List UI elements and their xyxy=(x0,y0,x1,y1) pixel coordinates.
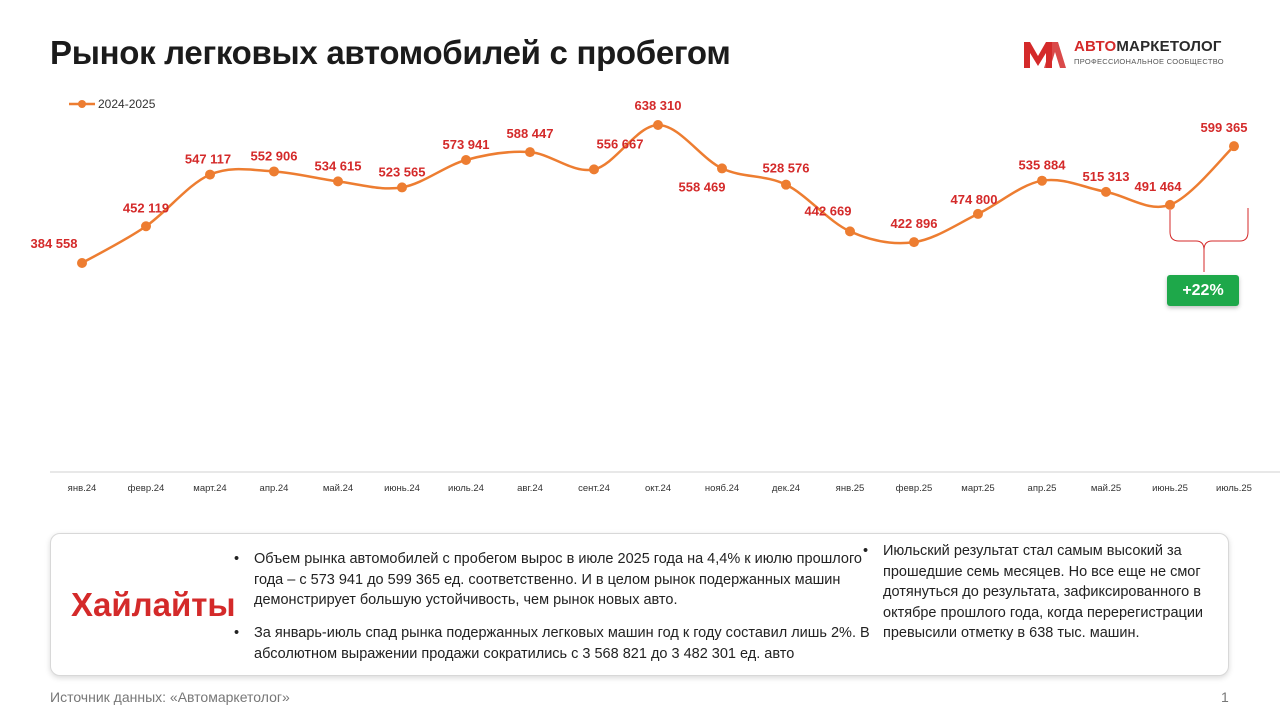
data-point xyxy=(397,182,407,193)
x-tick-label: июнь.25 xyxy=(1152,483,1188,494)
x-tick-label: сент.24 xyxy=(578,483,610,494)
x-tick-label: май.24 xyxy=(323,483,353,494)
data-point xyxy=(525,147,535,158)
data-point xyxy=(141,221,151,232)
data-point xyxy=(1229,141,1239,152)
logo-name: АВТОМАРКЕТОЛОГ xyxy=(1074,38,1222,55)
highlight-text: За январь-июль спад рынка подержанных ле… xyxy=(254,625,870,662)
am-logo-icon xyxy=(1024,42,1066,68)
page-number: 1 xyxy=(1221,689,1229,705)
brand-logo: АВТОМАРКЕТОЛОГ ПРОФЕССИОНАЛЬНОЕ СООБЩЕСТ… xyxy=(1024,38,1234,72)
data-label: 588 447 xyxy=(507,126,554,141)
highlight-item: • Июльский результат стал самым высокий … xyxy=(863,541,1225,644)
x-tick-label: июнь.24 xyxy=(384,483,420,494)
page-title: Рынок легковых автомобилей с пробегом xyxy=(50,34,731,71)
growth-bracket xyxy=(1169,208,1249,272)
data-label: 556 667 xyxy=(597,136,644,151)
data-point xyxy=(205,169,215,180)
data-point xyxy=(973,208,983,219)
data-point xyxy=(653,120,663,130)
data-label: 523 565 xyxy=(379,164,426,179)
bullet-glyph: • xyxy=(863,543,869,559)
data-point xyxy=(845,226,855,237)
data-label: 547 117 xyxy=(185,152,231,167)
series-line xyxy=(81,123,1235,265)
highlight-text: Июльский результат стал самым высокий за… xyxy=(883,543,1204,641)
data-point xyxy=(717,163,727,174)
data-point xyxy=(333,176,343,187)
x-tick-label: нояб.24 xyxy=(705,483,739,494)
highlights-panel: Хайлайты • Объем рынка автомобилей с про… xyxy=(50,533,1229,676)
data-label: 384 558 xyxy=(31,236,78,251)
data-point xyxy=(1037,175,1047,186)
data-point xyxy=(781,179,791,190)
x-tick-label: апр.24 xyxy=(260,483,289,494)
data-label: 552 906 xyxy=(251,148,298,163)
data-label: 515 313 xyxy=(1083,169,1130,184)
chart-legend: 2024-2025 xyxy=(69,97,156,111)
x-tick-label: февр.24 xyxy=(128,483,165,494)
x-tick-label: март.25 xyxy=(961,483,994,494)
logo-subtitle: ПРОФЕССИОНАЛЬНОЕ СООБЩЕСТВО xyxy=(1074,57,1224,66)
highlight-text: Объем рынка автомобилей с пробегом вырос… xyxy=(254,551,862,608)
data-point xyxy=(269,166,279,177)
data-label: 452 119 xyxy=(123,200,169,215)
data-label: 528 576 xyxy=(763,161,810,176)
data-label: 599 365 xyxy=(1201,120,1248,135)
data-point xyxy=(461,155,471,166)
highlight-item: • Объем рынка автомобилей с пробегом выр… xyxy=(234,549,872,611)
data-point xyxy=(589,164,599,175)
data-label: 558 469 xyxy=(679,179,726,194)
x-tick-label: янв.24 xyxy=(68,483,97,494)
data-label: 474 800 xyxy=(951,192,998,207)
data-label: 534 615 xyxy=(315,158,362,173)
growth-badge: +22% xyxy=(1167,275,1239,306)
data-label: 491 464 xyxy=(1135,179,1183,194)
data-label: 638 310 xyxy=(635,98,682,113)
data-label: 573 941 xyxy=(443,137,490,152)
data-point xyxy=(1165,199,1175,210)
legend-label: 2024-2025 xyxy=(98,97,156,111)
bullet-glyph: • xyxy=(234,625,240,641)
x-tick-label: янв.25 xyxy=(836,483,865,494)
x-tick-label: май.25 xyxy=(1091,483,1121,494)
x-tick-label: июль.24 xyxy=(448,483,484,494)
data-point xyxy=(1101,186,1111,197)
x-tick-label: февр.25 xyxy=(896,483,933,494)
line-chart: 2024-2025 384 558 452 119 547 117 552 906 53… xyxy=(31,97,1280,494)
data-label: 442 669 xyxy=(805,203,852,218)
data-point xyxy=(909,237,919,248)
x-tick-label: март.24 xyxy=(193,483,226,494)
x-tick-label: авг.24 xyxy=(517,483,543,494)
highlights-title: Хайлайты xyxy=(71,586,236,623)
source-note: Источник данных: «Автомаркетолог» xyxy=(50,689,290,705)
x-tick-label: апр.25 xyxy=(1028,483,1057,494)
data-point xyxy=(77,258,87,268)
x-tick-label: июль.25 xyxy=(1216,483,1252,494)
x-tick-label: дек.24 xyxy=(772,483,800,494)
highlight-item: • За январь-июль спад рынка подержанных … xyxy=(234,623,872,664)
bullet-glyph: • xyxy=(234,551,240,567)
data-label: 422 896 xyxy=(891,216,938,231)
data-label: 535 884 xyxy=(1019,158,1067,173)
x-tick-label: окт.24 xyxy=(645,483,671,494)
